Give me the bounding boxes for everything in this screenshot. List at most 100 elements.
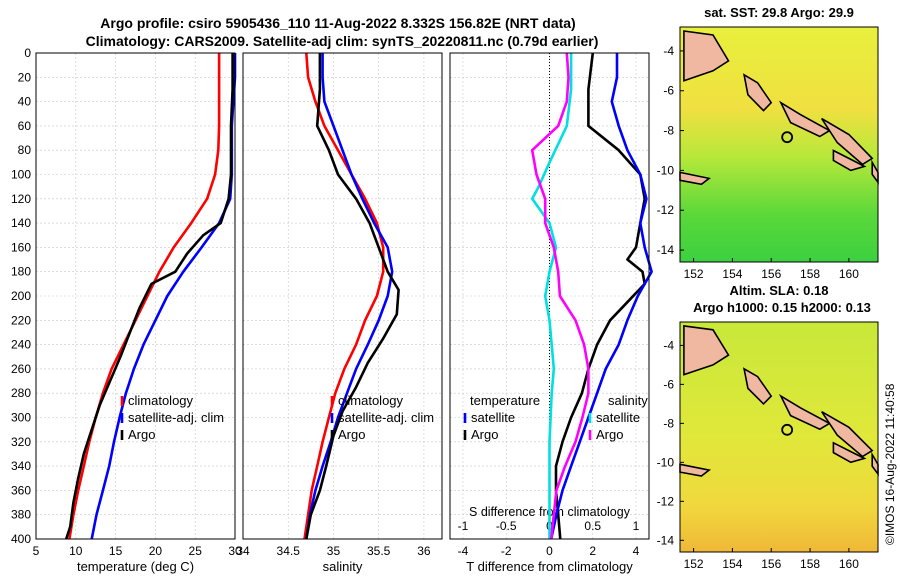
legend-sal-1-label: satellite-adj. clim — [338, 410, 434, 425]
sla-map-x-tick-label: 160 — [839, 557, 859, 571]
y-tick-label: 260 — [11, 362, 31, 376]
x2-tick-label: -0.5 — [496, 519, 517, 533]
y-tick-label: 320 — [11, 435, 31, 449]
sla-map-y-tick-label: -12 — [657, 494, 675, 508]
y-tick-label: 20 — [18, 70, 32, 84]
x-tick-label: 36 — [417, 544, 431, 558]
x-tick-label: 35.5 — [367, 544, 391, 558]
sla-map-coastline-4 — [832, 441, 867, 464]
sla-map-x-tick-label: 154 — [722, 557, 742, 571]
sst-map-x-tick-label: 156 — [761, 267, 781, 281]
legend-sal-title: salinity — [608, 393, 648, 408]
series-line-climatology — [68, 53, 221, 540]
series-line-temperature-satellite — [530, 53, 573, 539]
legend-temperature: climatology satellite-adj. clim Argo — [120, 393, 224, 442]
y-tick-label: 380 — [11, 508, 31, 522]
x-tick-label: -2 — [501, 544, 512, 558]
legend-diff-s-argo-label: Argo — [596, 427, 623, 442]
sla-map-coastline-0 — [683, 324, 730, 376]
x-tick-label: 5 — [33, 544, 40, 558]
y-tick-label: 140 — [11, 216, 31, 230]
sst-map-x-tick-label: 152 — [684, 267, 704, 281]
legend-diff-t-argo-label: Argo — [471, 427, 498, 442]
y-tick-label: 0 — [24, 46, 31, 60]
sla-map-title-1: Altim. SLA: 0.18 — [730, 283, 829, 298]
x2-tick-label: 1 — [633, 519, 640, 533]
sst-map-frame — [679, 26, 879, 263]
x2-tick-label: -1 — [458, 519, 469, 533]
legend-temp-title: temperature — [470, 393, 540, 408]
y-tick-label: 60 — [18, 119, 32, 133]
series-line-argo — [64, 53, 234, 540]
sst-map-coastline-2 — [778, 100, 832, 138]
title-line2: Climatology: CARS2009. Satellite-adj cli… — [86, 33, 599, 49]
sst-map-argo-marker — [781, 131, 794, 144]
x-tick-label: 10 — [69, 544, 83, 558]
sst-map-coastline-0 — [683, 30, 730, 82]
y-tick-label: 220 — [11, 313, 31, 327]
series-line-salinity-satellite — [549, 53, 653, 540]
x-tick-label: 2 — [589, 544, 596, 558]
series-line-satellite-adj-clim — [305, 53, 394, 540]
legend-diff-s-sat-label: satellite — [596, 410, 640, 425]
y-tick-label: 100 — [11, 168, 31, 182]
sst-map-y-tick-label: -4 — [663, 44, 674, 58]
sla-map-coastline-1 — [742, 367, 773, 406]
y-tick-label: 400 — [11, 532, 31, 546]
sla-map-y-tick-label: -4 — [663, 338, 674, 352]
x-tick-label: 15 — [109, 544, 123, 558]
series-line-climatology — [303, 52, 385, 540]
sst-map-coastline-4 — [832, 149, 867, 172]
panel-temperature: 0 20 40 60 80 100 120 140 160 180 200 220 240 260 280 3… — [11, 46, 242, 574]
sst-map: sat. SST: 29.8 Argo: 29.9 152 154 156 158 160… — [657, 5, 879, 281]
sst-map-y-tick-label: -14 — [657, 243, 675, 257]
y-tick-label: 120 — [11, 192, 31, 206]
sst-map-x-tick-label: 154 — [722, 267, 742, 281]
y-tick-label: 340 — [11, 459, 31, 473]
x-tick-label: 0 — [546, 544, 553, 558]
legend-sal-0-label: climatology — [338, 393, 404, 408]
series-line-argo — [305, 53, 400, 540]
y-tick-label: 360 — [11, 483, 31, 497]
y-tick-label: 280 — [11, 386, 31, 400]
sla-map-argo-marker — [781, 423, 794, 436]
legend-temp-2-label: Argo — [128, 427, 155, 442]
sla-map-title-2: Argo h1000: 0.15 h2000: 0.13 — [693, 300, 871, 315]
sst-map-y-tick-label: -10 — [657, 163, 675, 177]
legend-salinity: climatology satellite-adj. clim Argo — [330, 393, 434, 442]
legend-differences: temperature salinity satellite Argo satellit… — [463, 393, 648, 442]
y-tick-label: 240 — [11, 338, 31, 352]
y-tick-label: 180 — [11, 265, 31, 279]
imos-watermark: ©IMOS 16-Aug-2022 11:40:58 — [883, 383, 897, 545]
axes-frame — [449, 52, 650, 540]
x-tick-label: -4 — [458, 544, 469, 558]
legend-diff-t-sat-label: satellite — [471, 410, 515, 425]
sst-map-x-tick-label: 160 — [839, 267, 859, 281]
sla-map-y-tick-label: -8 — [663, 416, 674, 430]
sst-map-coastline-1 — [742, 73, 773, 112]
sst-map-y-tick-label: -8 — [663, 124, 674, 138]
sst-map-coastline-3 — [821, 117, 874, 166]
sst-map-y-tick-label: -12 — [657, 203, 675, 217]
x-tick-label: 25 — [189, 544, 203, 558]
panel-differences: -4 -2 0 2 4-1 -0.5 0 0.5 1S difference from clim… — [449, 52, 653, 574]
y-tick-label: 200 — [11, 289, 31, 303]
y-tick-label: 300 — [11, 411, 31, 425]
y-tick-label: 80 — [18, 143, 32, 157]
sla-map-x-tick-label: 152 — [684, 557, 704, 571]
sla-map-frame — [679, 321, 879, 553]
sla-map-x-tick-label: 156 — [761, 557, 781, 571]
sla-map-y-tick-label: -6 — [663, 377, 674, 391]
legend-temp-0-label: climatology — [128, 393, 194, 408]
sla-map-coastline-3 — [821, 411, 874, 458]
x-tick-label: 34 — [236, 544, 250, 558]
y-tick-label: 40 — [18, 95, 32, 109]
legend-sal-2-label: Argo — [338, 427, 365, 442]
legend-temp-1-label: satellite-adj. clim — [128, 410, 224, 425]
x-axis-label: T difference from climatology — [466, 559, 633, 574]
x-tick-label: 34.5 — [277, 544, 301, 558]
y-tick-label: 160 — [11, 240, 31, 254]
x-axis-label: temperature (deg C) — [77, 559, 194, 574]
x-tick-label: 35 — [327, 544, 341, 558]
